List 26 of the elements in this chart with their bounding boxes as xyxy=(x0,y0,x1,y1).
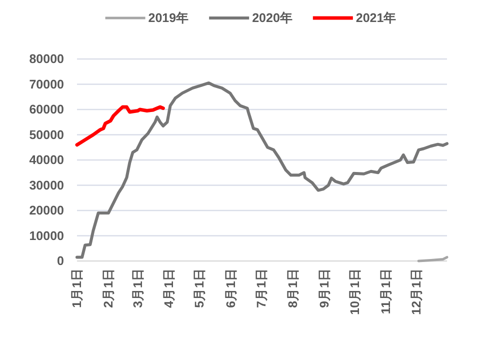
y-tick-label: 70000 xyxy=(29,77,64,92)
y-tick-label: 30000 xyxy=(29,178,64,192)
line-series xyxy=(75,105,165,147)
x-tick-label: 10月1日 xyxy=(348,268,362,315)
x-tick-label: 12月1日 xyxy=(410,268,424,315)
y-tick-label: 60000 xyxy=(29,102,64,116)
x-tick-label: 8月1日 xyxy=(286,268,300,308)
legend-label: 2020年 xyxy=(252,11,293,25)
x-tick-label: 11月1日 xyxy=(379,268,394,314)
y-tick-label: 20000 xyxy=(29,204,64,218)
x-tick-label: 6月1日 xyxy=(224,268,238,308)
x-tick-label: 2月1日 xyxy=(101,268,116,308)
legend-label: 2021年 xyxy=(356,11,397,25)
y-tick-label: 0 xyxy=(57,254,64,268)
x-tick-label: 9月1日 xyxy=(317,268,332,308)
x-tick-label: 1月1日 xyxy=(70,268,84,308)
x-tick-label: 7月1日 xyxy=(254,268,268,308)
y-tick-label: 10000 xyxy=(29,228,64,243)
x-tick-label: 4月1日 xyxy=(162,268,176,308)
y-tick-label: 80000 xyxy=(29,52,64,66)
y-tick-label: 40000 xyxy=(29,153,64,167)
line-series xyxy=(76,81,448,259)
x-tick-label: 3月1日 xyxy=(130,268,145,308)
legend-label: 2019年 xyxy=(148,11,190,25)
x-tick-label: 5月1日 xyxy=(192,268,207,308)
y-tick-label: 50000 xyxy=(29,128,64,142)
